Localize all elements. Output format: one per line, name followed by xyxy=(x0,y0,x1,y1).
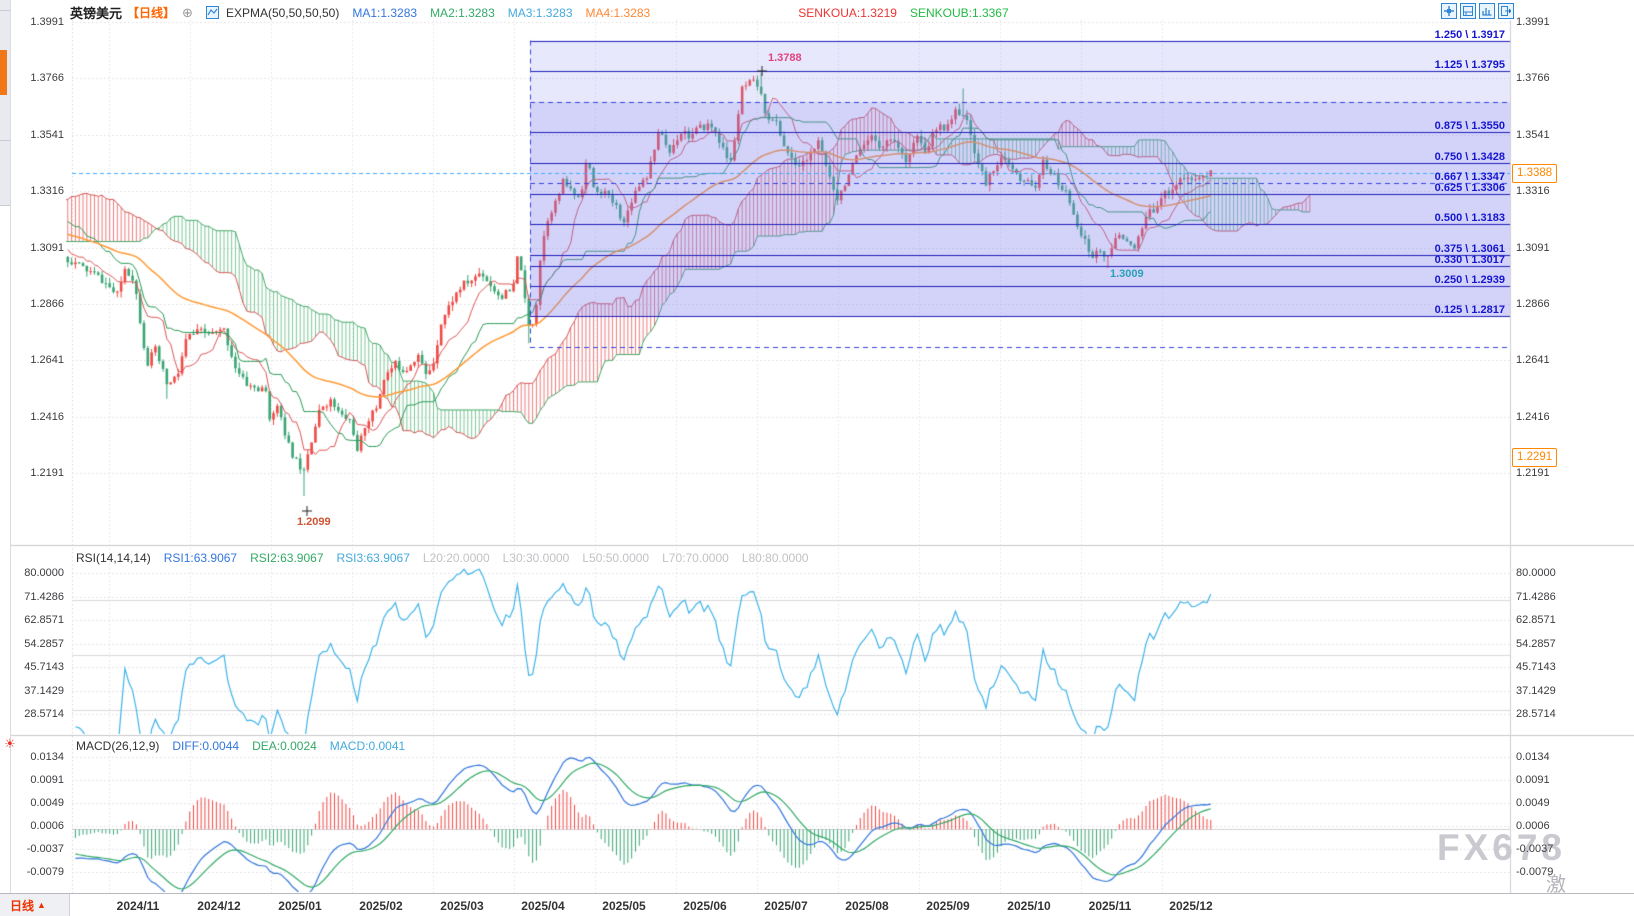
macd-name: MACD(26,12,9) xyxy=(76,739,160,753)
sun-icon[interactable]: ☀ xyxy=(4,736,16,751)
ma-value: MA1:1.3283 xyxy=(352,5,418,20)
rail-divider xyxy=(0,205,10,206)
period-tag: 【日线】 xyxy=(127,6,176,20)
chart-toolbar xyxy=(1441,3,1514,19)
senkou-readouts: SENKOUA:1.3219 SENKOUB:1.3367 xyxy=(798,6,1008,20)
rsi-name: RSI(14,14,14) xyxy=(76,551,151,565)
left-rail-track xyxy=(0,0,10,205)
crosshair-icon[interactable] xyxy=(1441,3,1457,19)
rsi-value: RSI3:63.9067 xyxy=(336,551,410,565)
rsi-value: RSI2:63.9067 xyxy=(250,551,324,565)
period-selector[interactable]: 日线 ▲ xyxy=(0,894,70,916)
alert-price-badge: 1.2291 xyxy=(1512,448,1558,467)
rsi-value: L70:70.0000 xyxy=(662,551,729,565)
last-price-badge: 1.3388 xyxy=(1512,164,1558,183)
watermark: FX678 xyxy=(1437,827,1567,868)
symbol-name: 英镑美元 xyxy=(70,6,123,21)
macd-header: MACD(26,12,9) DIFF:0.0044 DEA:0.0024 MACD:… xyxy=(76,739,405,753)
macd-value: MACD:0.0041 xyxy=(329,739,406,753)
senkou-value: SENKOUA:1.3219 xyxy=(798,5,897,20)
macd-value: DIFF:0.0044 xyxy=(172,739,240,753)
exit-fullscreen-icon[interactable] xyxy=(1498,3,1514,19)
rail-divider xyxy=(0,140,10,141)
rsi-value: RSI1:63.9067 xyxy=(163,551,238,565)
expma-icon[interactable] xyxy=(205,6,219,19)
rail-divider xyxy=(0,10,10,11)
time-axis[interactable] xyxy=(0,893,1634,916)
macd-value: DEA:0.0024 xyxy=(252,739,317,753)
bar-chart-icon[interactable] xyxy=(1479,3,1495,19)
left-rail-thumb[interactable] xyxy=(0,50,7,95)
rsi-header: RSI(14,14,14) RSI1:63.9067 RSI2:63.9067 RS… xyxy=(76,551,809,565)
pane-layout-icon[interactable] xyxy=(1460,3,1476,19)
period-up-arrow: ▲ xyxy=(37,900,46,910)
add-indicator-icon[interactable]: ⊕ xyxy=(182,4,193,20)
ma-value: MA4:1.3283 xyxy=(585,5,651,20)
rsi-value: L30:30.0000 xyxy=(502,551,570,565)
macd-readouts: DIFF:0.0044 DEA:0.0024 MACD:0.0041 xyxy=(172,739,405,753)
rsi-readouts: RSI1:63.9067 RSI2:63.9067 RSI3:63.9067 L20:… xyxy=(164,551,809,565)
rsi-value: L50:50.0000 xyxy=(582,551,650,565)
period-label: 日线 xyxy=(10,898,35,913)
left-rail[interactable] xyxy=(0,0,11,916)
ma-value: MA2:1.3283 xyxy=(430,5,495,20)
rsi-value: L20:20.0000 xyxy=(422,551,490,565)
rsi-value: L80:80.0000 xyxy=(741,551,809,565)
ma-value: MA3:1.3283 xyxy=(507,5,573,20)
senkou-value: SENKOUB:1.3367 xyxy=(909,5,1009,20)
ma-readouts: MA1:1.3283 MA2:1.3283 MA3:1.3283 MA4:1.3283 xyxy=(352,6,650,20)
watermark-cjk: 激 xyxy=(1546,874,1566,896)
indicator-name: EXPMA(50,50,50,50) xyxy=(225,5,340,20)
main-chart-header: 英镑美元 【日线】 ⊕ EXPMA(50,50,50,50) MA1:1.328… xyxy=(70,3,1009,22)
